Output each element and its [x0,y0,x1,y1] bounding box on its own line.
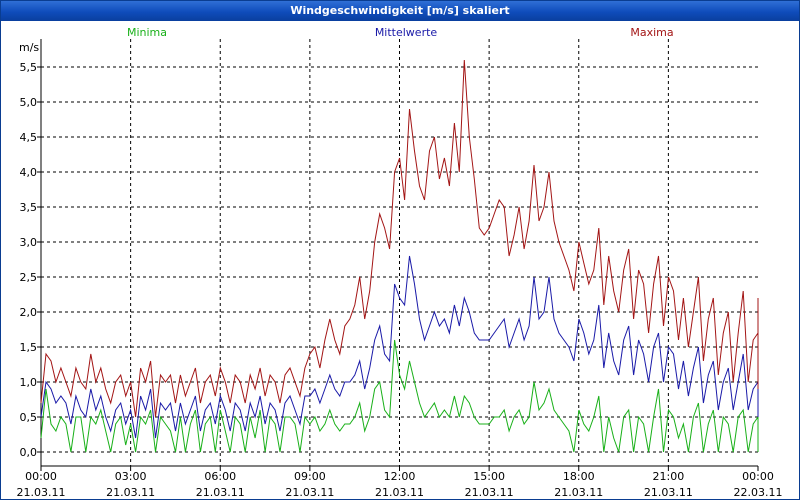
y-tick-label: 1,0 [20,376,38,389]
x-tick-time: 06:00 [204,470,236,483]
x-tick-time: 03:00 [115,470,147,483]
x-tick-time: 12:00 [384,470,416,483]
y-axis-label: m/s [19,41,39,54]
series-line-minima [40,339,759,453]
y-tick-label: 1,5 [20,341,38,354]
series-layer [40,59,759,453]
x-tick-date: 21.03.11 [285,486,334,499]
y-tick-label: 3,5 [20,201,38,214]
y-tick-label: 0,0 [20,446,38,459]
legend-maxima: Maxima [630,26,673,39]
y-tick-label: 5,5 [20,61,38,74]
x-tick-date: 21.03.11 [644,486,693,499]
x-tick-time: 00:00 [742,470,774,483]
x-tick-date: 21.03.11 [106,486,155,499]
x-tick-time: 15:00 [473,470,505,483]
x-tick-time: 21:00 [653,470,685,483]
y-tick-label: 2,0 [20,306,38,319]
legend-mittelwerte: Mittelwerte [375,26,438,39]
x-tick-date: 21.03.11 [17,486,66,499]
y-tick-label: 4,5 [20,131,38,144]
legend-minima: Minima [127,26,167,39]
series-line-mittelwerte [40,255,759,439]
x-tick-date: 21.03.11 [196,486,245,499]
y-tick-label: 4,0 [20,166,38,179]
x-tick-date: 22.03.11 [734,486,783,499]
x-tick-date: 21.03.11 [554,486,603,499]
x-tick-time: 00:00 [25,470,57,483]
series-line-maxima [40,59,759,418]
x-tick-date: 21.03.11 [375,486,424,499]
x-tick-time: 18:00 [563,470,595,483]
wind-speed-chart: Minima Mittelwerte Maxima m/s 0,0 0,5 1,0 1… [17,26,783,499]
y-tick-label: 5,0 [20,96,38,109]
y-tick-label: 0,5 [20,411,38,424]
axis-layer: 0,0 0,5 1,0 1,5 2,0 2,5 3,0 3,5 4,0 4,5 5,0 5,5 00:0… [17,39,783,499]
y-tick-label: 2,5 [20,271,38,284]
grid-layer [41,39,758,466]
x-tick-date: 21.03.11 [465,486,514,499]
x-tick-time: 09:00 [294,470,326,483]
y-tick-label: 3,0 [20,236,38,249]
window-title: Windgeschwindigkeit [m/s] skaliert [1,1,799,21]
